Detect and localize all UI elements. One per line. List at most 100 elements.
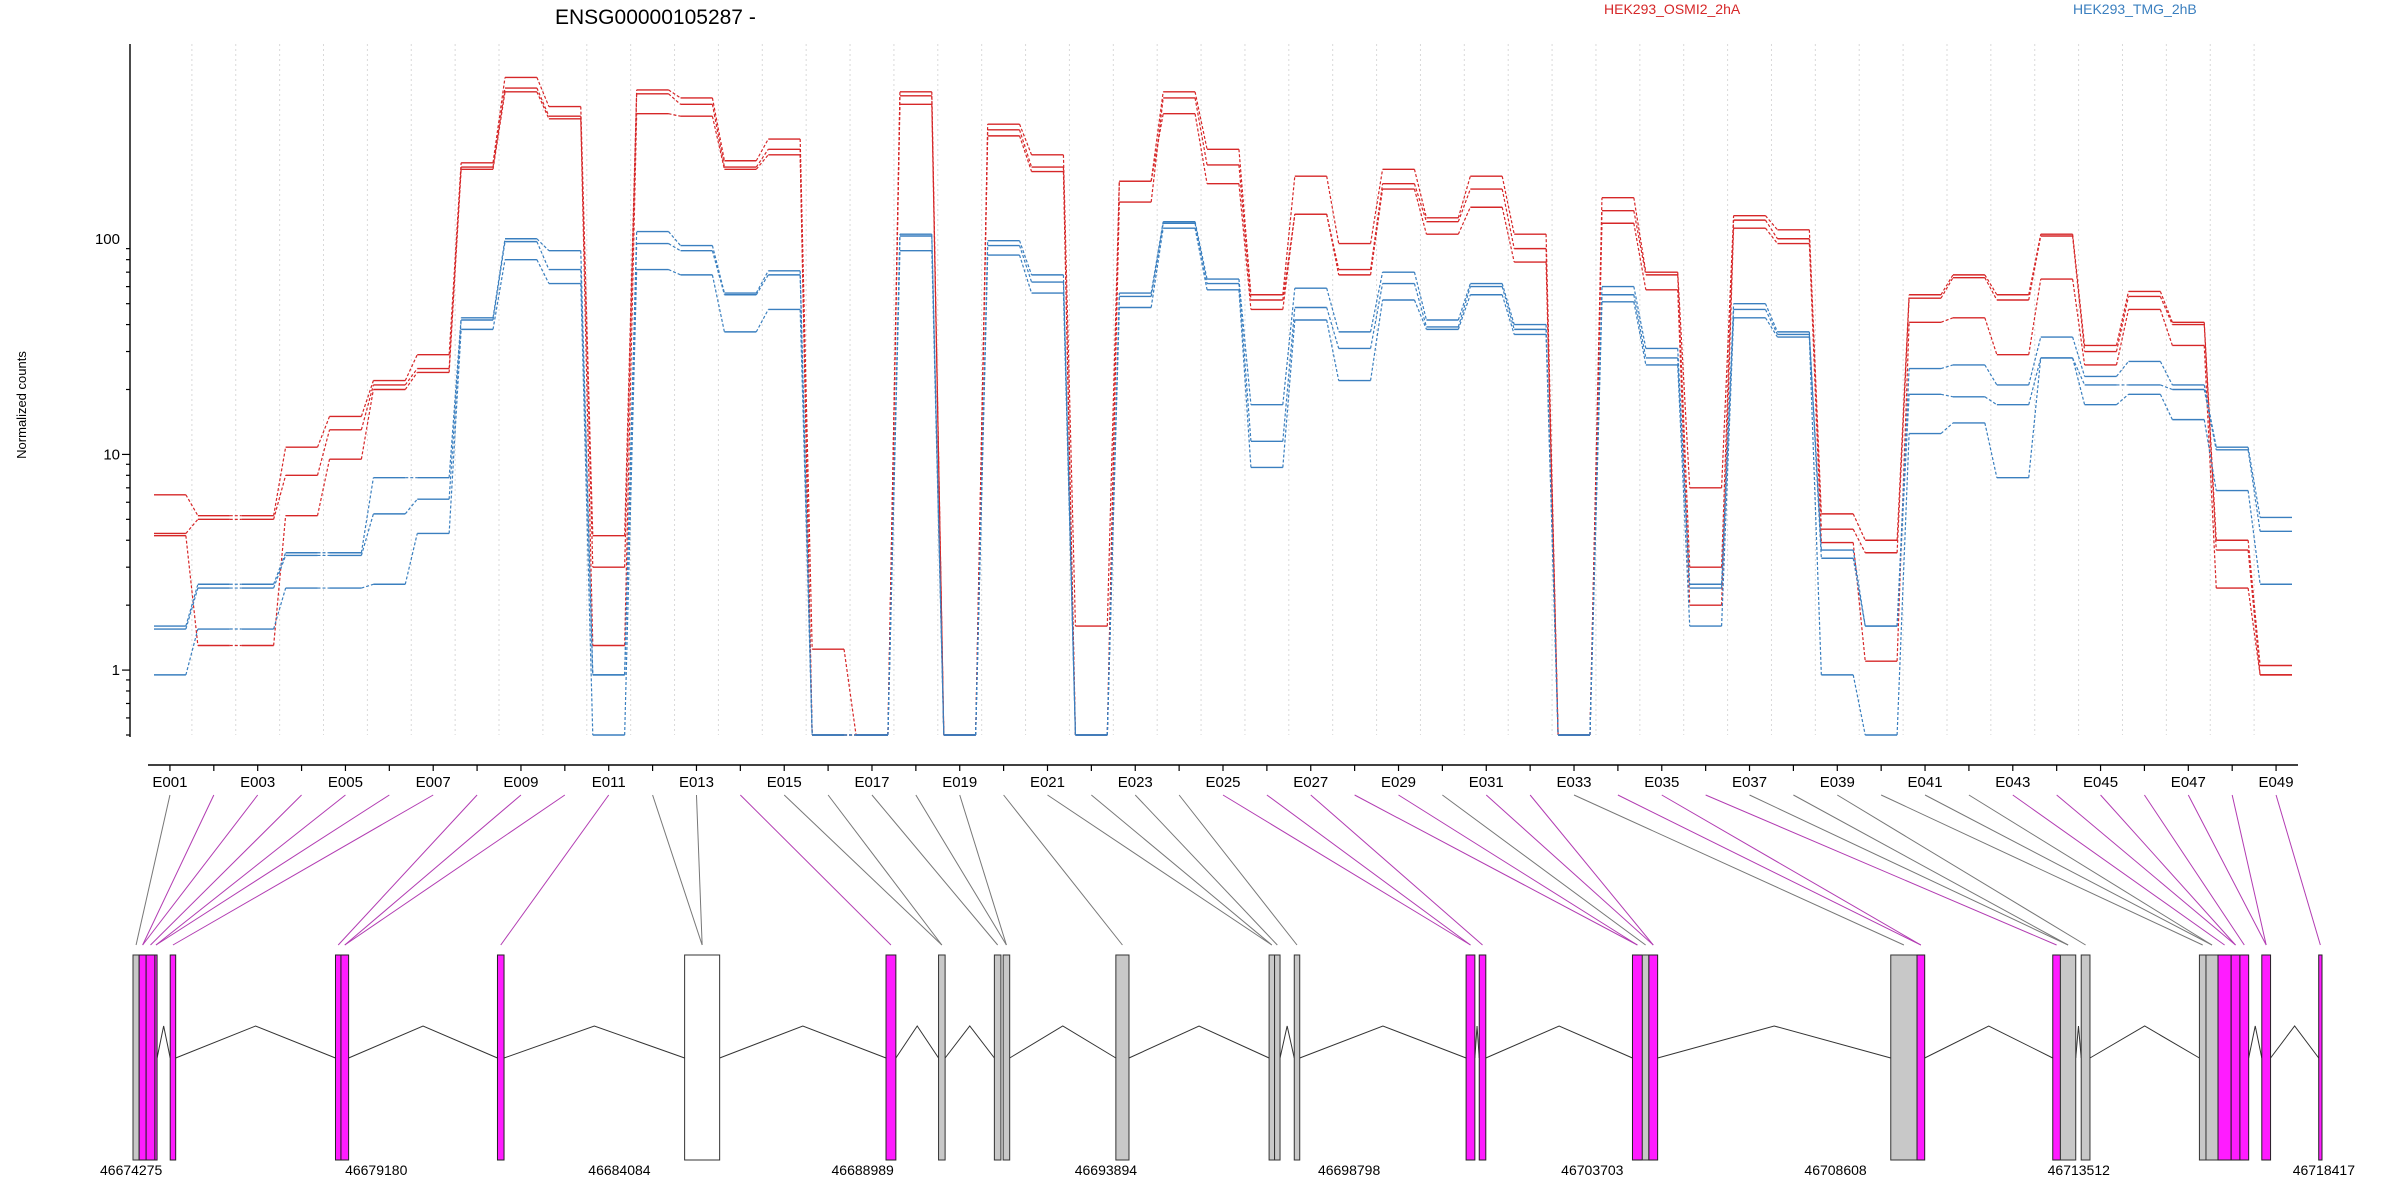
exon-connector <box>2012 794 2225 946</box>
x-tick-label: E045 <box>2083 774 2118 791</box>
series-connector <box>1062 171 1077 736</box>
series-connector <box>1852 550 1866 627</box>
series-connector <box>1457 188 1471 222</box>
series-connector <box>185 518 199 534</box>
series-connector <box>755 309 769 333</box>
series-connector <box>1018 123 1033 156</box>
series-connector <box>2115 291 2130 346</box>
exon-connector <box>150 794 302 946</box>
series-connector <box>2247 447 2261 518</box>
exon-connector <box>1485 794 1654 946</box>
series-connector <box>316 429 331 476</box>
series-4 <box>154 220 2292 736</box>
series-connector <box>1501 286 1515 330</box>
series-connector <box>1589 301 1603 736</box>
intron-line <box>2270 1025 2320 1059</box>
series-connector <box>1457 176 1471 219</box>
series-connector <box>975 255 989 736</box>
plot-grid <box>191 44 2255 735</box>
series-connector <box>2159 296 2173 325</box>
series-connector <box>1852 558 1866 627</box>
intron-line <box>175 1025 336 1059</box>
genome-tick-label: 46679180 <box>345 1162 408 1178</box>
series-connector <box>1238 149 1252 295</box>
series-connector <box>1194 223 1208 284</box>
x-tick-label: E043 <box>1995 774 2030 791</box>
series-connector <box>360 384 374 431</box>
exon-connector <box>155 794 390 946</box>
intron-line <box>1485 1025 1633 1059</box>
series-connector <box>711 274 725 333</box>
series-connector <box>1720 220 1735 568</box>
series-connector <box>448 329 462 534</box>
exon-connector <box>1354 794 1638 946</box>
series-connector <box>536 77 550 107</box>
series-connector <box>2203 324 2217 551</box>
series-connector <box>1413 299 1428 330</box>
chart-title: ENSG00000105287 - <box>555 6 756 29</box>
intron-line <box>1299 1025 1467 1059</box>
y-axis-label: Normalized counts <box>14 351 29 459</box>
series-6 <box>154 227 2292 736</box>
series-connector <box>624 243 638 675</box>
series-connector <box>1457 294 1471 330</box>
exon-block <box>684 954 721 1161</box>
exon-connector <box>155 794 346 946</box>
series-connector <box>2028 235 2042 301</box>
series-connector <box>668 93 681 105</box>
x-tick-label: E019 <box>942 774 977 791</box>
series-connector <box>1018 129 1033 168</box>
exon-block <box>1641 954 1650 1161</box>
series-connector <box>492 77 506 163</box>
series-connector <box>1677 272 1691 488</box>
series-connector <box>1369 283 1384 349</box>
series-connector <box>273 587 287 630</box>
series-connector <box>273 552 287 585</box>
exon-block <box>1631 954 1643 1161</box>
x-tick-label: E023 <box>1118 774 1153 791</box>
series-connector <box>185 584 199 627</box>
x-tick-label: E025 <box>1205 774 1240 791</box>
exon-block <box>154 954 158 1161</box>
series-connector <box>1194 228 1208 290</box>
series-connector <box>1984 274 1998 296</box>
exon-connector <box>1880 794 2203 946</box>
exon-block <box>2205 954 2219 1161</box>
exon-connector <box>739 794 892 946</box>
series-connector <box>1984 317 1998 355</box>
series-connector <box>1940 364 1954 370</box>
exon-block <box>169 954 177 1161</box>
exon-block <box>1465 954 1476 1161</box>
x-tick-label: E011 <box>592 774 626 791</box>
series-connector <box>1457 286 1471 328</box>
series-connector <box>711 104 725 168</box>
series-connector <box>273 447 287 516</box>
exon-block <box>145 954 156 1161</box>
intron-line <box>503 1025 685 1059</box>
series-connector <box>1896 322 1910 662</box>
series-connector <box>448 167 462 369</box>
series-connector <box>2116 361 2129 377</box>
x-tick-label: E035 <box>1644 774 1679 791</box>
series-connector <box>668 268 681 276</box>
series-connector <box>1457 283 1471 321</box>
series-connector <box>185 628 199 676</box>
series-connector <box>1413 272 1428 321</box>
series-connector <box>273 475 287 520</box>
series-connector <box>448 317 462 478</box>
genome-tick-label: 46703703 <box>1561 1162 1624 1178</box>
exon-connector <box>1924 794 2213 946</box>
exon-block <box>2318 954 2323 1161</box>
series-connector <box>1545 334 1559 736</box>
exon-connector <box>1793 794 2069 946</box>
series-connector <box>1764 303 1779 333</box>
x-tick-label: E003 <box>240 774 275 791</box>
x-tick-label: E029 <box>1381 774 1416 791</box>
series-connector <box>2072 357 2086 405</box>
series-connector <box>1984 277 1998 301</box>
series-connector <box>1018 254 1033 294</box>
exon-connector <box>1529 794 1654 946</box>
series-connector <box>1413 169 1428 219</box>
exon-connector <box>1837 794 2086 946</box>
series-connector <box>1282 288 1296 405</box>
